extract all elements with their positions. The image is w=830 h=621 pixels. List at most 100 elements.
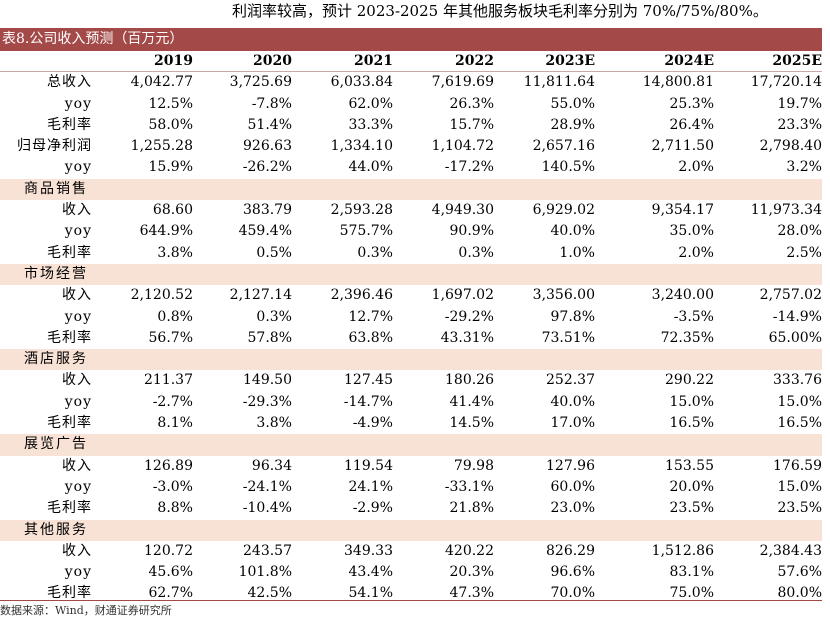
table-cell: -10.4% <box>242 500 292 517</box>
table-cell: 0.3% <box>357 244 393 261</box>
section-label: 酒店服务 <box>24 351 88 368</box>
table-cell: 2.0% <box>678 159 714 176</box>
row-label: 收入 <box>62 202 92 219</box>
table-cell: 3,356.00 <box>532 287 595 304</box>
table-row: 收入 2,120.52 2,127.14 2,396.46 1,697.02 3,356.… <box>0 285 822 306</box>
table-cell: 3,725.69 <box>229 74 292 91</box>
section-label: 商品销售 <box>24 180 88 197</box>
table-cell: 75.0% <box>669 585 714 602</box>
table-row: 毛利率 62.7% 42.5% 54.1% 47.3% 70.0% 75.0% 80.0% <box>0 583 822 604</box>
table-cell: 0.5% <box>256 244 292 261</box>
table-cell: -17.2% <box>444 159 494 176</box>
table-cell: 0.3% <box>458 244 494 261</box>
table-cell: -4.9% <box>352 415 393 432</box>
table-cell: 6,929.02 <box>532 202 595 219</box>
table-row: yoy 644.9% 459.4% 575.7% 90.9% 40.0% 35.0% 28.0… <box>0 221 822 242</box>
table-row: yoy -2.7% -29.3% -14.7% 41.4% 40.0% 15.0% 15.0% <box>0 392 822 413</box>
row-label: yoy <box>64 478 92 495</box>
section-label: 展览广告 <box>24 436 88 453</box>
table-cell: 1,334.10 <box>330 138 393 155</box>
row-label: 收入 <box>62 287 92 304</box>
table-cell: 20.3% <box>449 564 494 581</box>
section-row: 市场经营 <box>0 263 822 286</box>
table-title: 表8.公司收入预测（百万元） <box>0 28 822 51</box>
table-cell: 42.5% <box>247 585 292 602</box>
table-header-row: 2019 2020 2021 2022 2023E 2024E 2025E <box>0 51 822 73</box>
table-cell: 126.89 <box>144 457 193 474</box>
row-label: 毛利率 <box>47 500 92 517</box>
table-cell: -24.1% <box>242 478 292 495</box>
table-cell: 73.51% <box>541 329 595 346</box>
table-cell: 45.6% <box>148 564 193 581</box>
table-cell: 21.8% <box>449 500 494 517</box>
table-cell: 58.0% <box>148 116 193 133</box>
section-row: 酒店服务 <box>0 349 822 371</box>
table-cell: 1,104.72 <box>431 138 494 155</box>
table-cell: 176.59 <box>773 457 822 474</box>
table-cell: 51.4% <box>247 116 292 133</box>
source-divider <box>0 600 822 601</box>
table-cell: 41.4% <box>449 393 494 410</box>
table-cell: 17.0% <box>550 415 595 432</box>
table-cell: 40.0% <box>550 393 595 410</box>
table-cell: 15.9% <box>148 159 193 176</box>
table-cell: 15.0% <box>669 393 714 410</box>
table-cell: 149.50 <box>243 372 292 389</box>
table-cell: -3.5% <box>673 308 714 325</box>
table-cell: 11,973.34 <box>750 202 822 219</box>
table-cell: 62.7% <box>148 585 193 602</box>
table-cell: 15.0% <box>777 478 822 495</box>
table-cell: 2,127.14 <box>229 287 292 304</box>
table-row: 总收入 4,042.77 3,725.69 6,033.84 7,619.69 11,81… <box>0 72 822 93</box>
table-row: yoy 0.8% 0.3% 12.7% -29.2% 97.8% -3.5% -14.9% <box>0 307 822 328</box>
table-cell: 2.5% <box>786 244 822 261</box>
section-row: 其他服务 <box>0 519 822 541</box>
table-cell: -2.9% <box>352 500 393 517</box>
table-cell: 17,720.14 <box>750 74 822 91</box>
row-label: yoy <box>64 564 92 581</box>
table-row: 毛利率 8.1% 3.8% -4.9% 14.5% 17.0% 16.5% 16.5% <box>0 413 822 434</box>
table-cell: 4,042.77 <box>130 74 193 91</box>
table-cell: 28.0% <box>777 223 822 240</box>
table-cell: 290.22 <box>665 372 714 389</box>
table-cell: 15.0% <box>777 393 822 410</box>
table-cell: 2,657.16 <box>532 138 595 155</box>
table-cell: 2,384.43 <box>759 542 822 559</box>
table-cell: 459.4% <box>238 223 292 240</box>
table-cell: 2,396.46 <box>330 287 393 304</box>
row-label: 收入 <box>62 542 92 559</box>
table-cell: 23.0% <box>550 500 595 517</box>
row-label: 收入 <box>62 457 92 474</box>
row-label: 收入 <box>62 372 92 389</box>
table-cell: 43.31% <box>440 329 494 346</box>
table-cell: 3.8% <box>157 244 193 261</box>
table-cell: 420.22 <box>445 542 494 559</box>
table-row: 毛利率 8.8% -10.4% -2.9% 21.8% 23.0% 23.5% 23.5% <box>0 498 822 519</box>
table-cell: 96.34 <box>251 457 292 474</box>
row-label: yoy <box>64 308 92 325</box>
table-cell: 57.6% <box>777 564 822 581</box>
table-cell: 68.60 <box>152 202 193 219</box>
table-row: yoy -3.0% -24.1% 24.1% -33.1% 60.0% 20.0% 15.0% <box>0 477 822 498</box>
table-cell: 57.8% <box>247 329 292 346</box>
table-cell: 33.3% <box>348 116 393 133</box>
table-cell: 2,757.02 <box>759 287 822 304</box>
table-cell: -14.9% <box>772 308 822 325</box>
year-header: 2020 <box>253 53 292 69</box>
table-cell: 926.63 <box>243 138 292 155</box>
table-cell: 19.7% <box>777 95 822 112</box>
table-cell: 7,619.69 <box>431 74 494 91</box>
table-cell: 65.00% <box>768 329 822 346</box>
table-cell: 2.0% <box>678 244 714 261</box>
table-cell: -7.8% <box>251 95 292 112</box>
table-cell: 119.54 <box>344 457 393 474</box>
table-cell: 9,354.17 <box>651 202 714 219</box>
table-cell: 23.5% <box>669 500 714 517</box>
table-cell: 80.0% <box>777 585 822 602</box>
table-cell: 72.35% <box>660 329 714 346</box>
table-row: 收入 120.72 243.57 349.33 420.22 826.29 1,512.86… <box>0 541 822 562</box>
table-cell: 14.5% <box>449 415 494 432</box>
source-note: 数据来源：Wind，财通证券研究所 <box>0 604 172 617</box>
table-row: 收入 126.89 96.34 119.54 79.98 127.96 153.55 176.… <box>0 456 822 477</box>
table-cell: 26.4% <box>669 116 714 133</box>
